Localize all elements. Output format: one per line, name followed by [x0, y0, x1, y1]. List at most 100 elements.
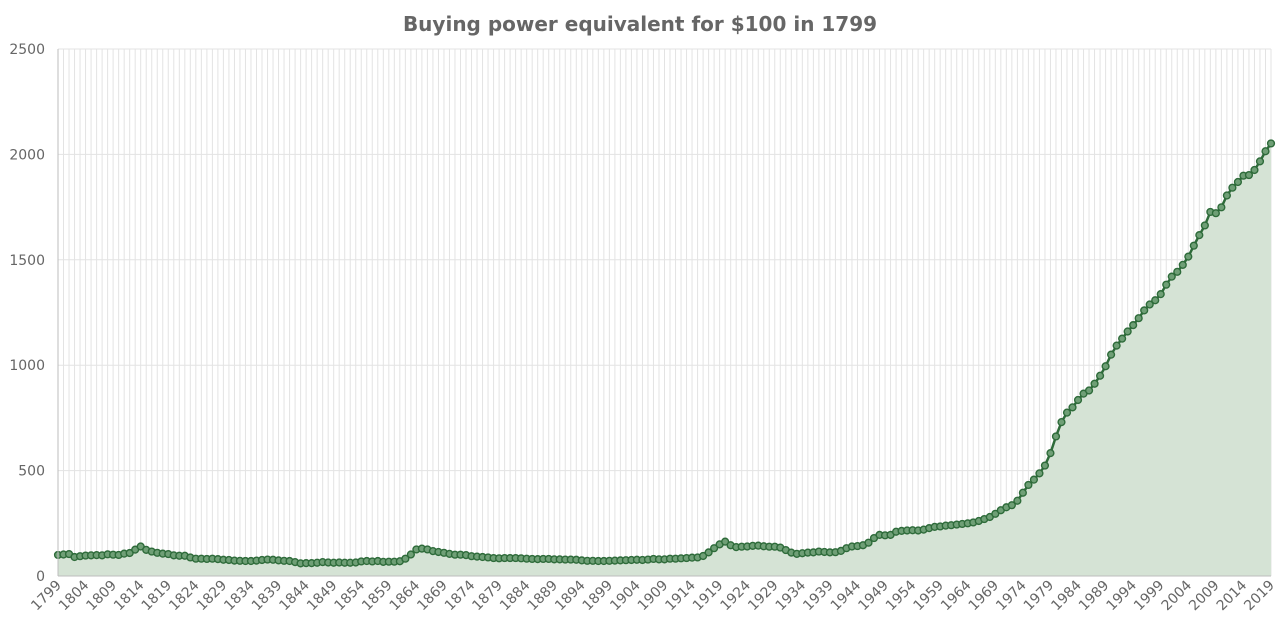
data-point — [1084, 386, 1094, 395]
x-tick-label: 1984 — [1048, 577, 1085, 614]
data-point — [1250, 165, 1259, 175]
y-tick-label: 1500 — [9, 253, 45, 269]
data-point — [1018, 488, 1027, 497]
x-tick-label: 1954 — [883, 577, 920, 614]
data-point — [1145, 300, 1154, 309]
y-tick-label: 1000 — [9, 358, 45, 374]
data-point — [1173, 267, 1182, 276]
x-tick-label: 1859 — [359, 578, 396, 615]
x-tick-label: 1904 — [607, 577, 644, 614]
data-point — [1140, 306, 1149, 315]
data-point — [864, 538, 873, 547]
x-tick-label: 1879 — [469, 578, 506, 615]
y-tick-label: 2000 — [9, 147, 45, 163]
x-tick-label: 2009 — [1186, 578, 1223, 615]
y-tick-label: 500 — [18, 464, 45, 480]
chart-title: Buying power equivalent for $100 in 1799 — [402, 12, 878, 36]
data-point — [1057, 418, 1066, 427]
x-tick-label: 1914 — [662, 577, 699, 614]
data-point — [1101, 362, 1110, 371]
x-tick-label: 1869 — [414, 578, 451, 615]
x-tick-label: 1894 — [552, 577, 589, 614]
data-point — [1013, 496, 1022, 505]
marker-layer — [53, 139, 1276, 568]
x-tick-label: 1839 — [249, 578, 286, 615]
x-tick-label: 1804 — [56, 577, 93, 614]
x-tick-label: 1844 — [276, 577, 313, 614]
data-point — [1007, 501, 1016, 510]
data-point — [1040, 461, 1050, 470]
x-tick-label: 1964 — [938, 577, 975, 614]
data-point — [1244, 170, 1254, 180]
data-point — [698, 551, 708, 561]
x-tick-label: 1824 — [166, 577, 203, 614]
x-tick-label: 1814 — [111, 577, 148, 614]
data-point — [1217, 203, 1226, 212]
x-tick-label: 2004 — [1159, 577, 1196, 614]
x-tick-label: 2019 — [1241, 578, 1278, 615]
x-tick-label: 1994 — [1103, 577, 1140, 614]
data-point — [1178, 260, 1187, 269]
x-tick-label: 1979 — [1021, 578, 1058, 615]
data-point — [1062, 408, 1072, 417]
y-tick-label: 0 — [36, 569, 45, 585]
data-point — [1035, 469, 1044, 478]
x-tick-label: 1799 — [28, 578, 65, 615]
data-point — [704, 548, 713, 557]
x-tick-label: 1809 — [83, 578, 120, 615]
x-tick-label: 1924 — [718, 577, 755, 614]
x-tick-label: 2014 — [1214, 577, 1251, 614]
data-point — [1222, 191, 1231, 200]
data-point — [1162, 280, 1171, 289]
x-tick-label: 1974 — [993, 577, 1030, 614]
x-tick-label: 1909 — [635, 578, 672, 615]
data-point — [1095, 371, 1105, 380]
x-tick-label: 1969 — [966, 578, 1003, 615]
data-point — [1189, 241, 1198, 250]
data-point — [1167, 272, 1176, 281]
y-tick-label: 2500 — [9, 42, 45, 58]
x-tick-label: 1999 — [1131, 578, 1168, 615]
data-point — [1134, 314, 1143, 323]
x-tick-label: 1819 — [139, 578, 176, 615]
data-point — [1029, 475, 1039, 484]
x-tick-label: 1834 — [221, 577, 258, 614]
x-tick-label: 1874 — [442, 577, 479, 614]
data-point — [401, 554, 410, 563]
x-tick-label: 1884 — [497, 577, 534, 614]
data-point — [1123, 327, 1132, 336]
data-point — [1051, 432, 1061, 441]
series-area — [58, 143, 1271, 576]
x-tick-label: 1929 — [745, 578, 782, 615]
x-tick-label: 1854 — [332, 577, 369, 614]
x-tick-label: 1899 — [580, 578, 617, 615]
x-tick-label: 1829 — [194, 578, 231, 615]
data-point — [1151, 296, 1160, 305]
x-tick-label: 1959 — [910, 578, 947, 615]
x-tick-label: 1944 — [828, 577, 865, 614]
x-tick-label: 1864 — [387, 577, 424, 614]
data-point — [1200, 221, 1209, 230]
x-tick-label: 1939 — [800, 578, 837, 615]
data-point — [721, 537, 730, 546]
x-tick-label: 1849 — [304, 578, 341, 615]
data-point — [1024, 480, 1033, 490]
data-point — [1211, 209, 1220, 218]
x-tick-label: 1989 — [1076, 578, 1113, 615]
data-point — [1255, 157, 1265, 166]
x-tick-label: 1934 — [773, 577, 810, 614]
x-tick-label: 1889 — [525, 578, 562, 615]
data-point — [1068, 403, 1077, 412]
data-point — [1156, 290, 1165, 299]
data-point — [1118, 334, 1127, 343]
data-point — [1266, 139, 1276, 148]
data-point — [1195, 231, 1204, 240]
data-point — [710, 544, 719, 553]
data-point — [1073, 395, 1083, 405]
data-point — [1106, 350, 1116, 359]
data-point — [1228, 183, 1237, 192]
data-point — [1261, 147, 1270, 156]
data-point — [991, 509, 1000, 518]
